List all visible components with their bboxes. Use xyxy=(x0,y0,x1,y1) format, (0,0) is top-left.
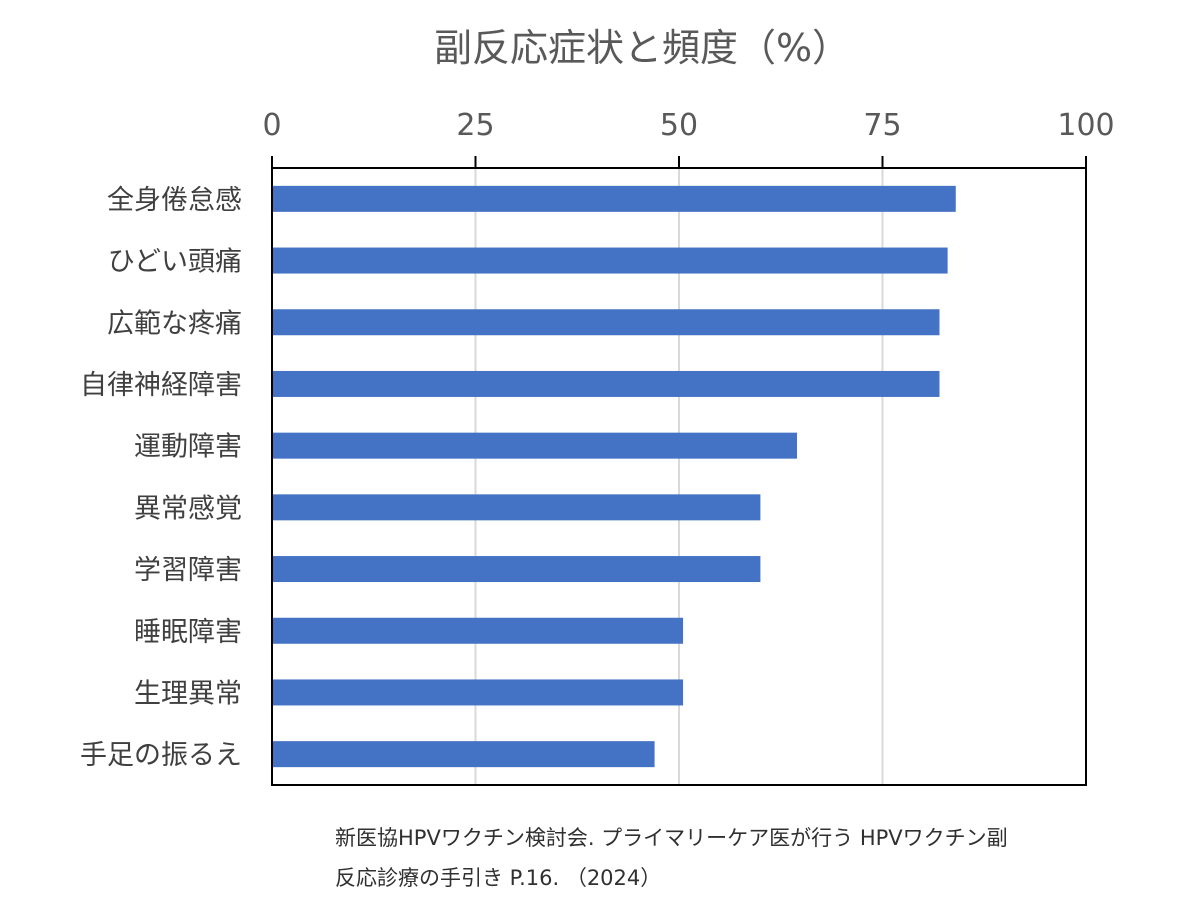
bar xyxy=(272,679,684,706)
source-line-2: 反応診療の手引き P.16. （2024） xyxy=(335,866,662,890)
category-label: 全身倦怠感 xyxy=(107,185,242,216)
category-label: 睡眠障害 xyxy=(134,617,242,648)
x-tick-label: 100 xyxy=(1057,108,1114,143)
bar xyxy=(272,494,761,521)
x-tick-label: 0 xyxy=(262,108,281,143)
category-label: 広範な疼痛 xyxy=(107,308,242,339)
bar xyxy=(272,247,948,274)
category-label: ひどい頭痛 xyxy=(108,247,242,278)
bars xyxy=(272,185,956,768)
bar xyxy=(272,741,655,768)
category-label: 異常感覚 xyxy=(134,493,242,524)
x-axis-ticks: 0 25 50 75 100 xyxy=(262,108,1115,168)
source-citation: 新医協HPVワクチン検討会. プライマリーケア医が行う HPVワクチン副 反応診… xyxy=(335,818,1155,898)
category-label: 学習障害 xyxy=(134,555,242,586)
category-label: 手足の振るえ xyxy=(80,740,242,771)
category-label: 生理異常 xyxy=(134,678,242,709)
x-tick-label: 75 xyxy=(863,108,901,143)
bar xyxy=(272,370,940,397)
bar xyxy=(272,617,684,644)
bar xyxy=(272,432,798,459)
category-label: 運動障害 xyxy=(134,432,242,463)
bar xyxy=(272,185,956,212)
bar xyxy=(272,556,761,583)
category-label: 自律神経障害 xyxy=(80,370,242,401)
source-line-1: 新医協HPVワクチン検討会. プライマリーケア医が行う HPVワクチン副 xyxy=(335,826,1008,850)
bar xyxy=(272,309,940,336)
x-tick-label: 25 xyxy=(456,108,494,143)
x-tick-label: 50 xyxy=(660,108,698,143)
plot-border xyxy=(271,167,1087,786)
plot-frame xyxy=(271,167,1087,786)
chart-title: 副反応症状と頻度（%） xyxy=(434,26,850,70)
category-labels: 全身倦怠感ひどい頭痛広範な疼痛自律神経障害運動障害異常感覚学習障害睡眠障害生理異… xyxy=(80,185,242,771)
